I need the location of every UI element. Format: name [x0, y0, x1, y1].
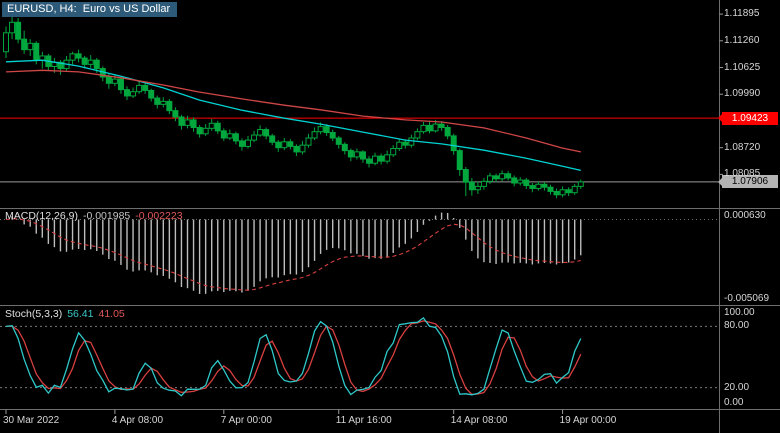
price-tick-label: 1.08085 — [724, 168, 761, 180]
time-axis-label: 14 Apr 08:00 — [450, 415, 508, 426]
macd-name: MACD(12,26,9) — [5, 210, 78, 222]
macd-indicator-label: MACD(12,26,9) -0.001985 -0.002223 — [5, 210, 183, 222]
price-tick-label: 1.08720 — [724, 141, 761, 153]
price-tick-label: 1.11260 — [724, 34, 760, 46]
time-axis-label: 11 Apr 16:00 — [335, 415, 392, 426]
stoch-signal-value: 41.05 — [98, 308, 125, 320]
hline-price-badge: 1.09423 — [718, 111, 778, 125]
macd-scale-min: -0.005069 — [724, 293, 770, 304]
time-axis-label: 7 Apr 00:00 — [220, 415, 272, 426]
price-tick-label: 1.10625 — [724, 61, 761, 73]
stoch-indicator-label: Stoch(5,3,3) 56.41 41.05 — [5, 308, 125, 320]
price-tick-label: 1.11895 — [724, 8, 760, 20]
macd-main-value: -0.001985 — [82, 210, 131, 222]
stoch-scale-label: 80.00 — [724, 320, 750, 332]
time-axis-label: 30 Mar 2022 — [3, 415, 60, 426]
price-axis[interactable]: 1.09423 1.07906 1.11895 1.11260 1.10625 1.0… — [718, 0, 780, 433]
bid-price-badge: 1.07906 — [718, 175, 778, 189]
price-tick-label: 1.09990 — [724, 88, 761, 100]
stoch-scale-label: 0.00 — [724, 397, 744, 408]
stoch-name: Stoch(5,3,3) — [5, 308, 63, 320]
time-axis-label: 4 Apr 08:00 — [111, 415, 164, 426]
stoch-scale-label: 100.00 — [724, 307, 755, 318]
chart-title-box: EURUSD, H4: Euro vs US Dollar — [2, 2, 178, 17]
macd-signal-value: -0.002223 — [135, 210, 183, 222]
macd-scale-max: 0.000630 — [724, 210, 766, 221]
stoch-scale-label: 20.00 — [724, 381, 750, 393]
time-axis-label: 19 Apr 00:00 — [559, 415, 617, 426]
stoch-main-value: 56.41 — [67, 308, 94, 320]
